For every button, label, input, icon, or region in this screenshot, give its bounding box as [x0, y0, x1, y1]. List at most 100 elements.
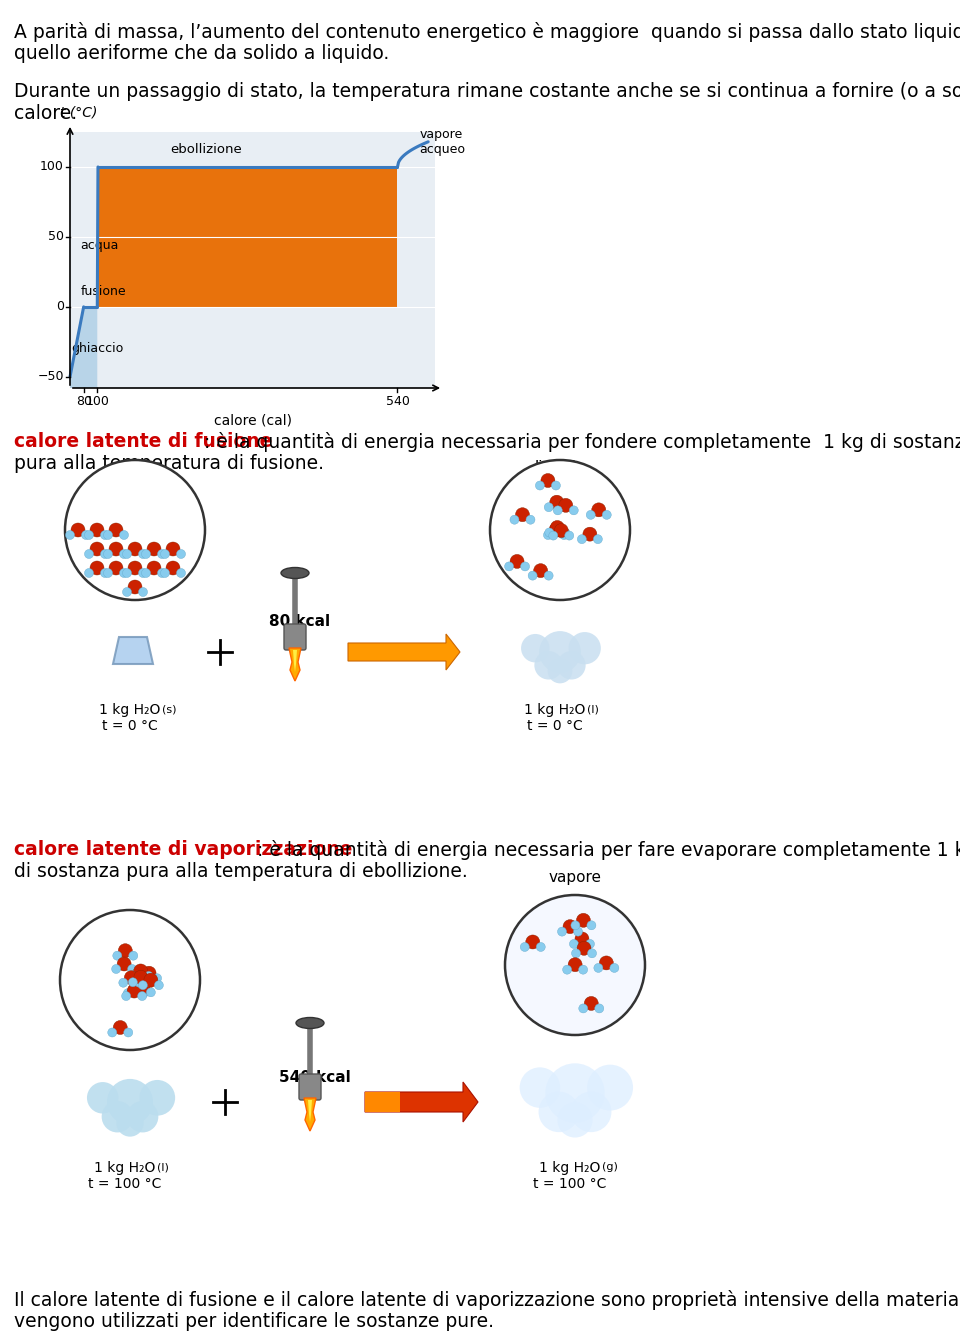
- Circle shape: [136, 981, 150, 994]
- Text: 1 kg H₂O: 1 kg H₂O: [99, 704, 160, 717]
- Circle shape: [551, 481, 561, 490]
- Ellipse shape: [296, 1017, 324, 1029]
- Text: t = 0 °C: t = 0 °C: [527, 720, 583, 733]
- Text: calore (cal): calore (cal): [213, 414, 292, 427]
- Circle shape: [133, 963, 148, 978]
- Circle shape: [117, 957, 132, 972]
- Text: vengono utilizzati per identificare le sostanze pure.: vengono utilizzati per identificare le s…: [14, 1312, 494, 1331]
- Text: vapore
acqueo: vapore acqueo: [420, 127, 466, 155]
- Text: t = 100 °C: t = 100 °C: [88, 1177, 161, 1191]
- Circle shape: [526, 515, 535, 524]
- Circle shape: [138, 568, 148, 578]
- Text: 80: 80: [76, 395, 91, 407]
- Text: 540 kcal: 540 kcal: [279, 1071, 350, 1085]
- Text: solido: solido: [112, 460, 157, 474]
- Circle shape: [575, 931, 589, 946]
- Text: −50: −50: [37, 370, 64, 383]
- Circle shape: [588, 1065, 633, 1111]
- Circle shape: [122, 992, 131, 1001]
- Circle shape: [138, 981, 148, 990]
- Circle shape: [118, 943, 132, 958]
- Circle shape: [558, 1103, 592, 1138]
- Text: t (°C): t (°C): [60, 106, 97, 121]
- Circle shape: [157, 549, 166, 559]
- Circle shape: [119, 549, 129, 559]
- Circle shape: [559, 498, 573, 512]
- Circle shape: [104, 568, 112, 578]
- Circle shape: [535, 651, 563, 679]
- Circle shape: [109, 523, 123, 537]
- Circle shape: [583, 527, 597, 541]
- Circle shape: [139, 1080, 175, 1116]
- Text: (g): (g): [602, 1162, 618, 1172]
- Circle shape: [90, 541, 104, 556]
- Circle shape: [166, 541, 180, 556]
- Circle shape: [144, 973, 157, 988]
- Text: : è la quantità di energia necessaria per fondere completamente  1 kg di sostanz: : è la quantità di energia necessaria pe…: [204, 431, 960, 452]
- Circle shape: [119, 531, 129, 540]
- Circle shape: [137, 992, 147, 1001]
- Text: (l): (l): [587, 704, 599, 714]
- Circle shape: [564, 531, 574, 540]
- Circle shape: [554, 524, 568, 537]
- Circle shape: [155, 981, 163, 990]
- Polygon shape: [70, 133, 435, 389]
- Polygon shape: [304, 1097, 316, 1131]
- Circle shape: [128, 561, 142, 575]
- Circle shape: [102, 1101, 133, 1132]
- Circle shape: [141, 549, 151, 559]
- Circle shape: [557, 651, 586, 679]
- Circle shape: [576, 914, 590, 927]
- Circle shape: [109, 561, 123, 575]
- Circle shape: [577, 941, 591, 955]
- Text: vapore: vapore: [548, 870, 602, 884]
- Circle shape: [141, 568, 151, 578]
- Circle shape: [510, 515, 519, 524]
- Circle shape: [129, 978, 137, 986]
- Circle shape: [123, 568, 132, 578]
- Circle shape: [588, 949, 596, 958]
- Circle shape: [129, 951, 138, 961]
- Text: ebollizione: ebollizione: [171, 143, 242, 155]
- Circle shape: [579, 965, 588, 974]
- Circle shape: [573, 927, 583, 937]
- Circle shape: [585, 997, 598, 1010]
- Circle shape: [139, 989, 149, 998]
- Circle shape: [587, 921, 596, 930]
- Text: calore.: calore.: [14, 105, 77, 123]
- Circle shape: [571, 921, 580, 930]
- Ellipse shape: [281, 568, 309, 579]
- Text: 540: 540: [386, 395, 409, 407]
- Circle shape: [90, 523, 104, 537]
- Circle shape: [521, 634, 549, 662]
- Circle shape: [177, 549, 185, 559]
- Circle shape: [549, 531, 558, 540]
- Text: : è la quantità di energia necessaria per fare evaporare completamente 1 kg: : è la quantità di energia necessaria pe…: [257, 840, 960, 860]
- Circle shape: [147, 541, 161, 556]
- Text: 1 kg H₂O: 1 kg H₂O: [524, 704, 586, 717]
- Circle shape: [87, 1083, 118, 1114]
- Circle shape: [547, 659, 572, 683]
- Circle shape: [569, 505, 578, 515]
- Circle shape: [101, 549, 109, 559]
- Circle shape: [136, 974, 146, 982]
- Polygon shape: [308, 1100, 312, 1122]
- Text: 100: 100: [85, 395, 109, 407]
- Circle shape: [553, 505, 563, 515]
- Circle shape: [157, 568, 166, 578]
- Text: Durante un passaggio di stato, la temperatura rimane costante anche se si contin: Durante un passaggio di stato, la temper…: [14, 82, 960, 100]
- Circle shape: [144, 972, 154, 981]
- Circle shape: [563, 965, 571, 974]
- Text: Il calore latente di fusione e il calore latente di vaporizzazione sono propriet: Il calore latente di fusione e il calore…: [14, 1290, 960, 1311]
- Circle shape: [65, 531, 75, 540]
- Circle shape: [177, 568, 185, 578]
- Text: di sostanza pura alla temperatura di ebollizione.: di sostanza pura alla temperatura di ebo…: [14, 862, 468, 880]
- Circle shape: [490, 460, 630, 600]
- Text: 50: 50: [48, 230, 64, 244]
- Text: t = 100 °C: t = 100 °C: [534, 1177, 607, 1191]
- Circle shape: [540, 631, 581, 673]
- Circle shape: [558, 927, 566, 937]
- Circle shape: [561, 528, 570, 537]
- Circle shape: [129, 972, 137, 981]
- Circle shape: [133, 970, 148, 985]
